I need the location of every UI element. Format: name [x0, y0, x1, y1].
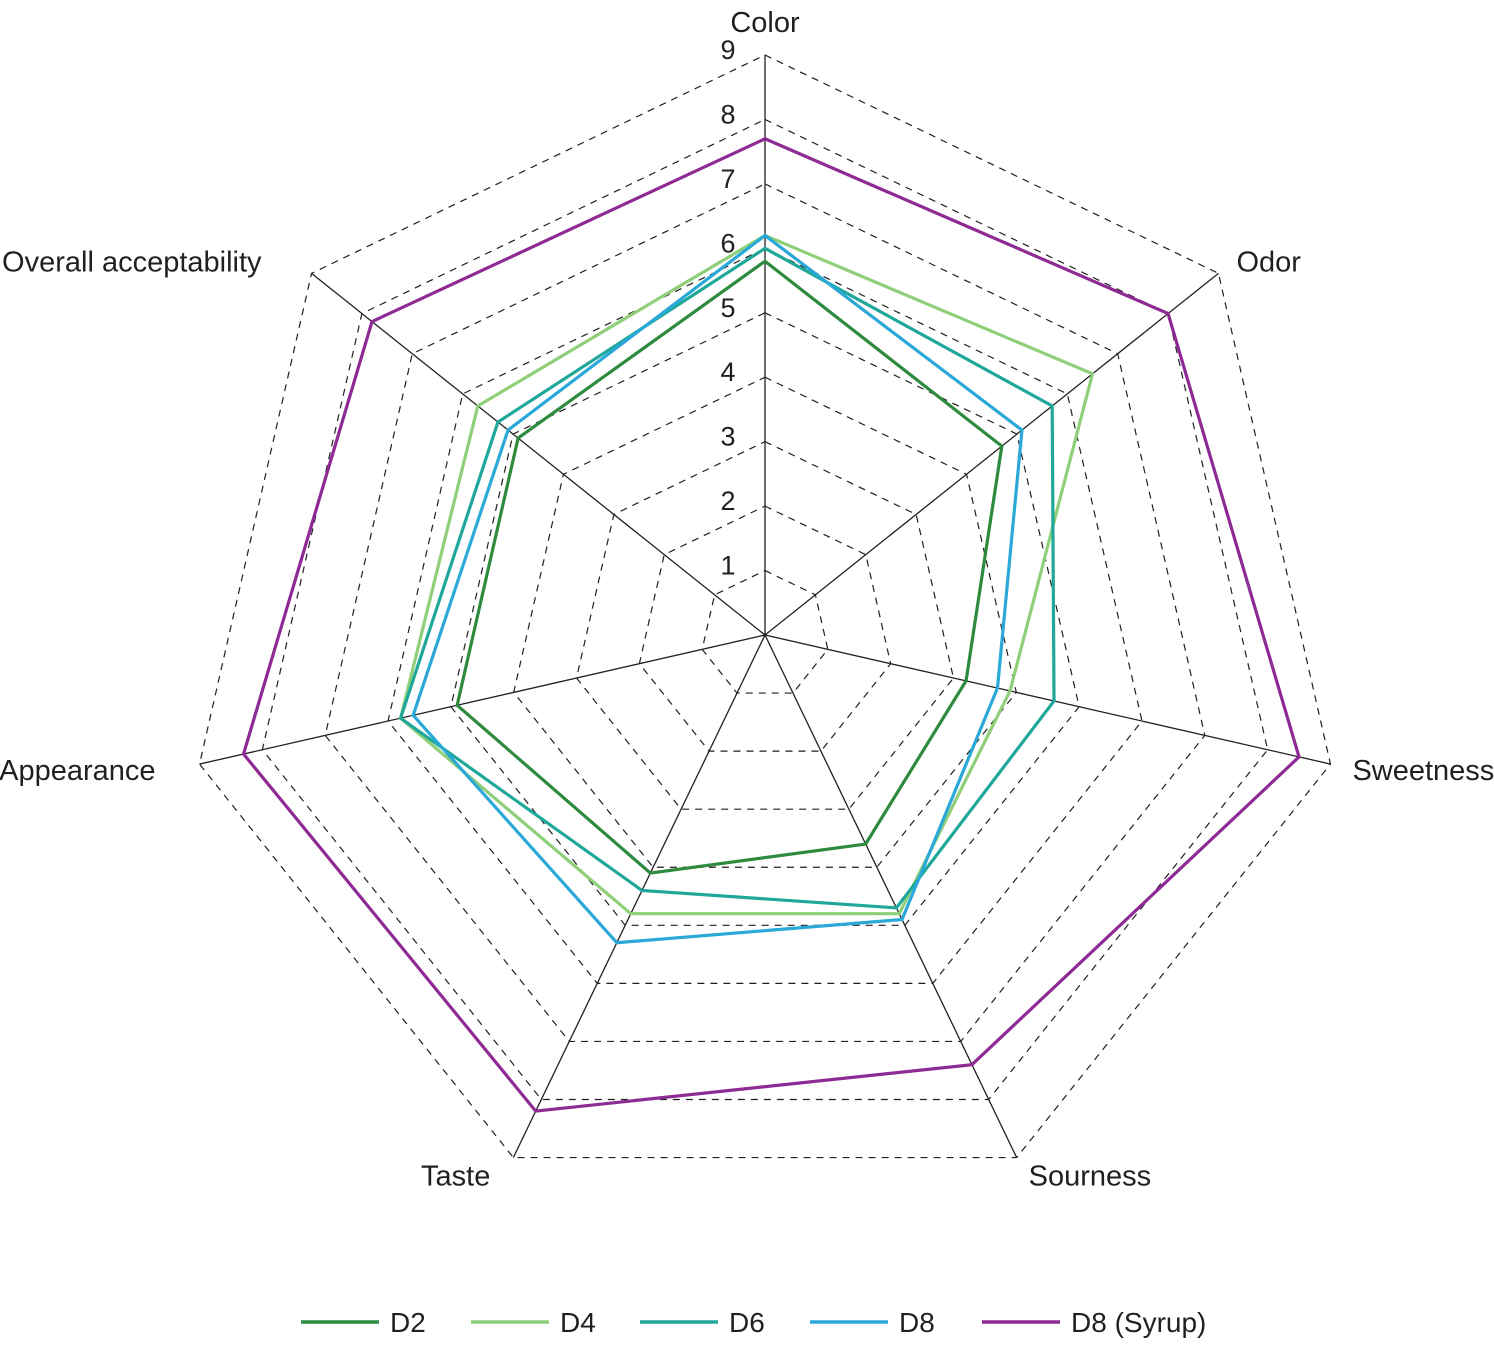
series-d8	[411, 233, 1024, 945]
grid-ring-5	[450, 312, 1080, 926]
axis-label-appearance: Appearance	[0, 755, 156, 787]
series-d2	[455, 259, 1004, 875]
tick-label-9: 9	[720, 35, 735, 65]
grid-ring-2	[638, 505, 892, 752]
series-d6	[398, 246, 1056, 910]
grid-ring-4	[513, 376, 1017, 868]
tick-label-7: 7	[720, 164, 735, 194]
tick-label-3: 3	[720, 422, 735, 452]
tick-label-4: 4	[720, 357, 735, 387]
tick-label-8: 8	[720, 99, 735, 129]
legend: D2 D4 D6 D8 D8 (Syrup)	[301, 1307, 1206, 1338]
tick-label-2: 2	[720, 486, 735, 516]
axis-label-sourness: Sourness	[1029, 1161, 1152, 1193]
legend-label-d6: D6	[729, 1307, 765, 1338]
legend-label-d2: D2	[390, 1307, 426, 1338]
grid-ring-6	[387, 247, 1143, 984]
spoke-sourness	[764, 634, 1018, 1158]
grid-ring-8	[261, 118, 1269, 1101]
series-layer	[241, 137, 1301, 1113]
grid-ring-7	[324, 183, 1206, 1043]
spoke-appearance	[199, 634, 766, 765]
axis-label-taste: Taste	[421, 1161, 490, 1193]
tick-label-1: 1	[720, 551, 735, 581]
series-d4	[398, 233, 1095, 916]
legend-label-d4: D4	[560, 1307, 596, 1338]
legend-label-d8-syrup: D8 (Syrup)	[1071, 1307, 1206, 1338]
tick-labels: 1 2 3 4 5 6 7 8 9	[720, 35, 735, 581]
spoke-overall-acceptability	[311, 272, 766, 636]
spoke-odor	[764, 272, 1219, 636]
spoke-sweetness	[764, 634, 1331, 765]
axis-label-sweetness: Sweetness	[1352, 755, 1494, 787]
grid-layer	[198, 54, 1332, 1159]
grid-ring-1	[701, 569, 829, 694]
axis-label-overall-acceptability: Overall acceptability	[2, 246, 262, 278]
series-d8-syrup	[241, 137, 1301, 1113]
legend-label-d8: D8	[899, 1307, 935, 1338]
axis-label-color: Color	[730, 7, 800, 39]
tick-label-5: 5	[720, 293, 735, 323]
grid-ring-3	[575, 441, 955, 810]
spoke-taste	[512, 634, 766, 1158]
axis-labels: Color Odor Sweetness Sourness Taste Appearanc…	[0, 7, 1494, 1193]
tick-label-6: 6	[720, 228, 735, 258]
axis-spokes	[199, 55, 1331, 1158]
grid-ring-9	[198, 54, 1332, 1159]
axis-label-odor: Odor	[1236, 246, 1301, 278]
